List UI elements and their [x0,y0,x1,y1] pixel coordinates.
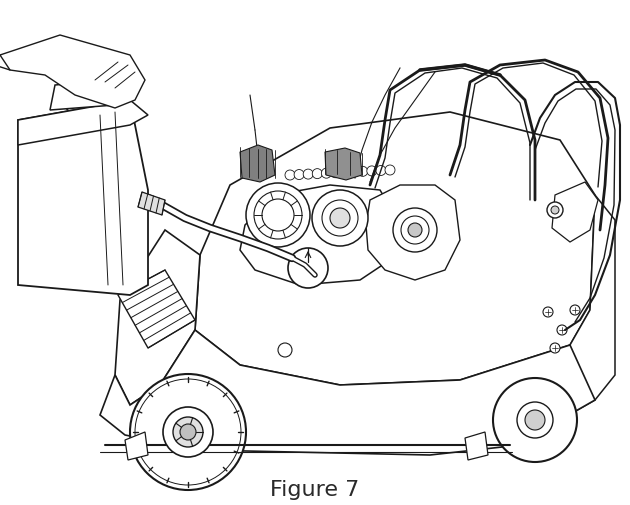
Polygon shape [115,230,200,405]
Polygon shape [125,432,148,460]
Circle shape [322,200,358,236]
Circle shape [312,169,323,179]
Circle shape [312,190,368,246]
Circle shape [408,223,422,237]
Polygon shape [100,330,595,455]
Circle shape [570,305,580,315]
Polygon shape [195,112,595,385]
Circle shape [358,166,368,176]
Polygon shape [50,80,115,110]
Circle shape [262,199,294,231]
Circle shape [180,424,196,440]
Circle shape [525,410,545,430]
Circle shape [550,343,560,353]
Circle shape [367,166,377,176]
Circle shape [401,216,429,244]
Circle shape [331,168,340,178]
Circle shape [246,183,310,247]
Polygon shape [545,195,615,420]
Polygon shape [552,182,598,242]
Circle shape [543,307,553,317]
Polygon shape [240,185,395,285]
Circle shape [393,208,437,252]
Circle shape [300,260,316,276]
Polygon shape [118,270,195,348]
Circle shape [163,407,213,457]
Circle shape [288,248,328,288]
Circle shape [292,252,324,284]
Circle shape [321,168,331,178]
Circle shape [551,206,559,214]
Polygon shape [240,145,275,182]
Circle shape [517,402,553,438]
Circle shape [173,417,203,447]
Text: Figure 7: Figure 7 [270,480,360,500]
Polygon shape [465,432,488,460]
Circle shape [340,167,350,177]
Circle shape [135,379,241,485]
Circle shape [285,170,295,180]
Circle shape [547,202,563,218]
Polygon shape [0,35,145,108]
Polygon shape [325,148,362,180]
Circle shape [303,169,313,179]
Polygon shape [18,100,148,295]
Circle shape [254,191,302,239]
Circle shape [557,325,567,335]
Polygon shape [138,192,165,215]
Circle shape [493,378,577,462]
Polygon shape [18,100,148,145]
Circle shape [130,374,246,490]
Circle shape [294,170,304,180]
Circle shape [348,167,358,177]
Circle shape [278,343,292,357]
Polygon shape [366,185,460,280]
Circle shape [376,166,386,175]
Circle shape [385,165,395,175]
Circle shape [330,208,350,228]
